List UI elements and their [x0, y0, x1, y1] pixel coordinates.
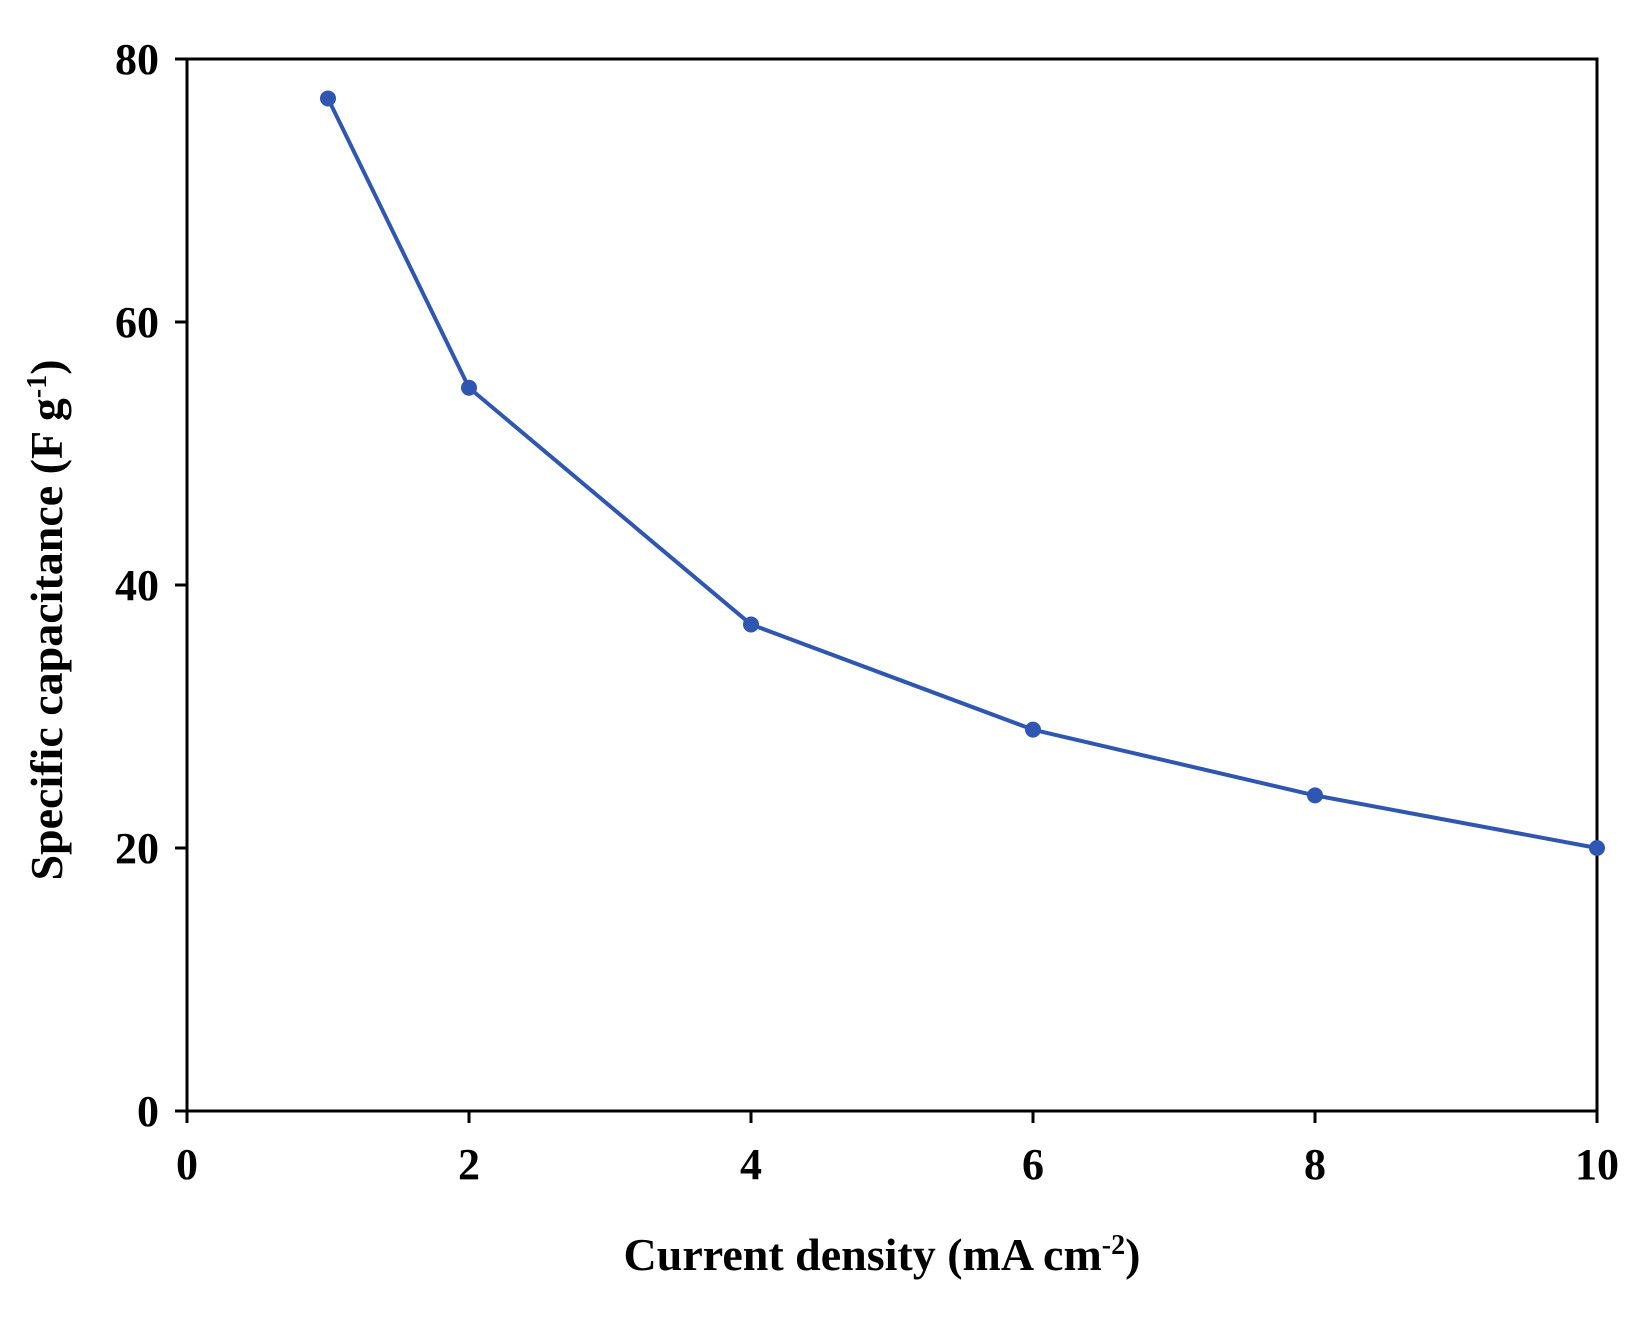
x-tick-label: 6 — [1022, 1140, 1044, 1189]
x-axis-title: Current density (mA cm-2) — [624, 1229, 1141, 1280]
x-tick-label: 4 — [740, 1140, 762, 1189]
y-tick-label: 60 — [115, 298, 159, 347]
y-tick-label: 20 — [115, 824, 159, 873]
y-tick-label: 40 — [115, 561, 159, 610]
series-layer — [320, 90, 1605, 856]
x-axis-ticks: 0 2 4 6 8 10 — [176, 1111, 1619, 1189]
data-point — [1025, 721, 1041, 738]
x-tick-label: 10 — [1575, 1140, 1619, 1189]
x-tick-label: 8 — [1304, 1140, 1326, 1189]
y-axis-ticks: 0 20 40 60 80 — [115, 35, 187, 1136]
y-tick-label: 80 — [115, 35, 159, 84]
x-tick-label: 0 — [176, 1140, 198, 1189]
series-line — [326, 97, 1598, 850]
x-tick-label: 2 — [458, 1140, 480, 1189]
data-point — [1307, 787, 1323, 804]
y-tick-label: 0 — [137, 1087, 159, 1136]
data-point — [1589, 840, 1605, 856]
data-point — [320, 90, 336, 107]
data-point — [461, 379, 477, 396]
data-point — [743, 616, 759, 633]
y-axis-title: Specific capacitance (F g-1) — [21, 359, 72, 880]
